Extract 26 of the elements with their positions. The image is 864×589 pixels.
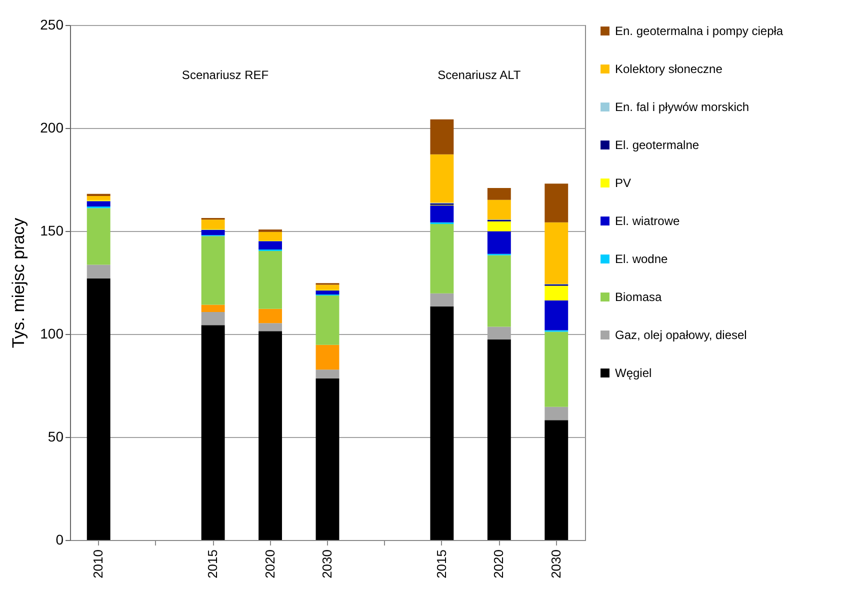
y-tick-label: 150 — [40, 222, 64, 238]
annotation: Scenariusz ALT — [438, 68, 522, 82]
y-tick-label: 100 — [40, 326, 64, 342]
y-tick-label: 0 — [56, 532, 64, 548]
y-tick-label: 250 — [40, 16, 64, 32]
legend-label: PV — [615, 176, 632, 190]
legend-label: El. wodne — [615, 252, 668, 266]
x-tick-label: 2030 — [320, 550, 334, 578]
legend-label: En. geotermalna i pompy ciepła — [615, 24, 784, 38]
legend-label: Kolektory słoneczne — [615, 62, 723, 76]
x-tick-label: 2030 — [548, 550, 564, 578]
legend-label: Węgiel — [615, 366, 652, 380]
x-tick-label: 2020 — [491, 550, 506, 578]
legend-label: Gaz, olej opałowy, diesel — [615, 328, 747, 342]
legend-label: El. geotermalne — [615, 138, 700, 152]
legend-label: El. wiatrowe — [615, 214, 680, 228]
y-tick-label: 200 — [40, 120, 64, 136]
x-tick-label: 2015 — [434, 550, 449, 578]
y-tick-label: 50 — [48, 428, 64, 444]
y-axis-title: Tys. miejsc pracy — [9, 217, 28, 348]
legend-label: Biomasa — [615, 290, 662, 304]
annotation: Scenariusz REF — [182, 68, 269, 82]
x-tick-label: 2020 — [262, 550, 278, 578]
x-tick-label: 2010 — [90, 550, 106, 578]
x-tick-label: 2015 — [205, 550, 220, 578]
legend-label: En. fal i pływów morskich — [615, 100, 750, 114]
